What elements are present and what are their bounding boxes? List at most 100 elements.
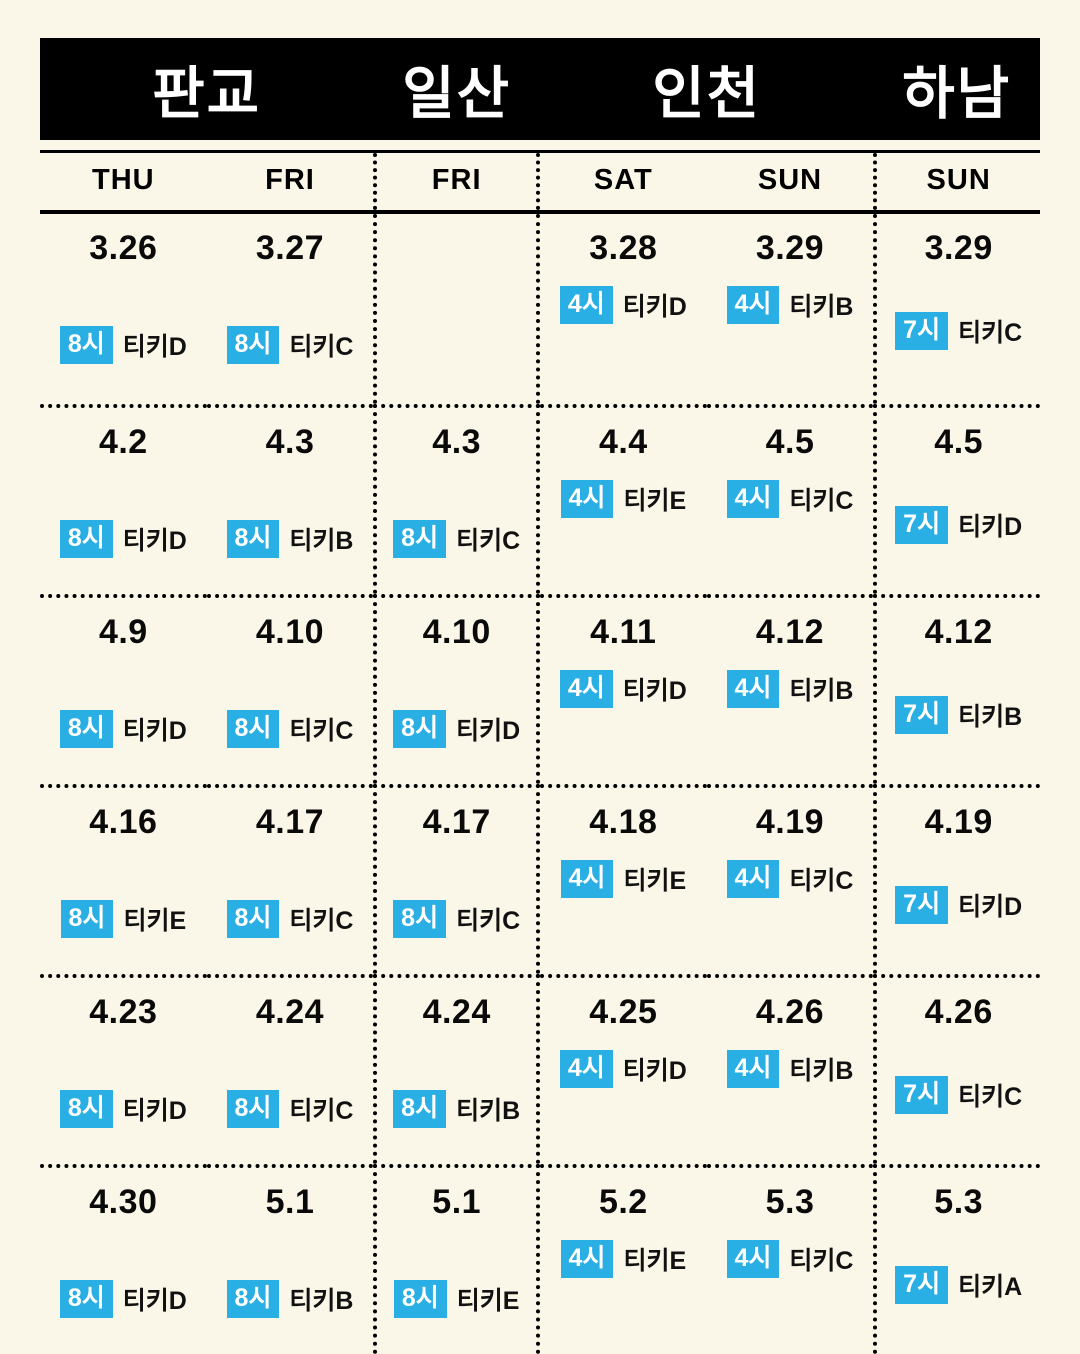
- date-label: 5.1: [265, 1183, 315, 1221]
- showtime: 8시 티키B: [207, 1280, 374, 1318]
- showtime: 4시 티키C: [707, 860, 874, 898]
- date-label: 4.30: [89, 1183, 158, 1221]
- ticket-label: 티키C: [289, 333, 354, 361]
- showtime: 4시 티키D: [540, 1050, 707, 1088]
- time-badge: 8시: [393, 520, 447, 558]
- time-badge: 8시: [226, 326, 280, 364]
- time-badge: 8시: [59, 520, 113, 558]
- schedule-cell: 4.19 7시 티키D: [873, 784, 1040, 974]
- showtime: 8시 티키D: [377, 710, 536, 748]
- ticket-label: 티키B: [456, 1097, 521, 1125]
- schedule-cell: 4.19 4시 티키C: [706, 784, 874, 974]
- time-badge: 4시: [559, 1050, 613, 1088]
- ticket-label: 티키D: [456, 717, 521, 745]
- schedule-cell-empty: [373, 214, 540, 404]
- date-label: 4.17: [422, 803, 491, 841]
- ticket-label: 티키C: [456, 907, 521, 935]
- schedule-cell: 4.26 7시 티키C: [873, 974, 1040, 1164]
- date-label: 4.5: [765, 423, 815, 461]
- date-label: 3.26: [89, 229, 158, 267]
- schedule-cell: 4.5 7시 티키D: [873, 404, 1040, 594]
- schedule-table: 3.26 8시 티키D 3.27 8시 티키C 3.28 4시 티키D: [40, 214, 1040, 1354]
- date-label: 4.11: [590, 613, 657, 651]
- schedule-cell: 4.17 8시 티키C: [206, 784, 374, 974]
- time-badge: 4시: [559, 670, 613, 708]
- time-badge: 8시: [59, 326, 113, 364]
- schedule-cell: 5.3 4시 티키C: [706, 1164, 874, 1354]
- schedule-cell: 4.10 8시 티키C: [206, 594, 374, 784]
- ticket-label: 티키E: [623, 867, 687, 895]
- schedule-cell: 4.4 4시 티키E: [540, 404, 707, 594]
- date-label: 3.29: [924, 229, 993, 267]
- schedule-cell: 5.3 7시 티키A: [873, 1164, 1040, 1354]
- time-badge: 4시: [726, 860, 780, 898]
- schedule-cell: 4.12 4시 티키B: [706, 594, 874, 784]
- showtime: 8시 티키D: [40, 1280, 207, 1318]
- ticket-label: 티키C: [289, 1097, 354, 1125]
- time-badge: 4시: [726, 1240, 780, 1278]
- date-label: 5.3: [934, 1183, 984, 1221]
- time-badge: 4시: [560, 480, 614, 518]
- date-label: 4.19: [755, 803, 825, 841]
- day-label: SAT: [593, 164, 653, 196]
- schedule-cell: 3.29 7시 티키C: [873, 214, 1040, 404]
- date-label: 4.24: [255, 993, 325, 1031]
- ticket-label: 티키B: [958, 703, 1023, 731]
- day-label: FRI: [265, 164, 315, 196]
- showtime: 4시 티키B: [707, 286, 874, 324]
- date-label: 3.27: [255, 229, 325, 267]
- showtime: 4시 티키D: [540, 670, 707, 708]
- day-header-row: THU FRI FRI SAT SUN SUN: [40, 150, 1040, 214]
- schedule-cell: 5.1 8시 티키E: [373, 1164, 540, 1354]
- date-label: 5.1: [432, 1183, 482, 1221]
- ticket-label: 티키E: [623, 487, 687, 515]
- showtime: 8시 티키C: [377, 520, 536, 558]
- ticket-label: 티키D: [122, 1287, 187, 1315]
- schedule-cell: 4.30 8시 티키D: [40, 1164, 207, 1354]
- time-badge: 7시: [895, 1076, 949, 1114]
- ticket-label: 티키D: [122, 1097, 187, 1125]
- showtime: 4시 티키B: [707, 670, 874, 708]
- venue-title-pangyo: 판교: [152, 62, 262, 126]
- showtime: 8시 티키B: [377, 1090, 536, 1128]
- ticket-label: 티키B: [289, 527, 354, 555]
- time-badge: 8시: [393, 1090, 447, 1128]
- showtime: 4시 티키D: [540, 286, 707, 324]
- ticket-label: 티키C: [958, 319, 1023, 347]
- date-label: 4.19: [924, 803, 993, 841]
- time-badge: 8시: [59, 1280, 113, 1318]
- schedule-cell: 3.28 4시 티키D: [540, 214, 707, 404]
- ticket-label: 티키C: [958, 1083, 1023, 1111]
- venue-title-ilsan: 일산: [402, 62, 512, 126]
- date-label: 4.2: [98, 423, 148, 461]
- date-label: 4.12: [924, 613, 993, 651]
- schedule-cell: 4.12 7시 티키B: [873, 594, 1040, 784]
- ticket-label: 티키E: [623, 1247, 687, 1275]
- schedule-cell: 4.23 8시 티키D: [40, 974, 207, 1164]
- date-label: 4.25: [589, 993, 658, 1031]
- date-label: 4.10: [422, 613, 491, 651]
- ticket-label: 티키D: [622, 1057, 687, 1085]
- showtime: 8시 티키C: [207, 900, 374, 938]
- showtime: 8시 티키E: [377, 1280, 536, 1318]
- time-badge: 4시: [560, 860, 614, 898]
- ticket-label: 티키B: [289, 1287, 354, 1315]
- schedule-cell: 4.9 8시 티키D: [40, 594, 207, 784]
- date-label: 4.18: [589, 803, 658, 841]
- showtime: 8시 티키D: [40, 1090, 207, 1128]
- showtime: 7시 티키C: [877, 312, 1040, 350]
- ticket-label: 티키B: [789, 1057, 854, 1085]
- time-badge: 7시: [895, 886, 949, 924]
- date-label: 4.12: [755, 613, 825, 651]
- schedule-cell: 4.16 8시 티키E: [40, 784, 207, 974]
- showtime: 7시 티키B: [877, 696, 1040, 734]
- ticket-label: 티키D: [622, 677, 687, 705]
- showtime: 4시 티키C: [707, 480, 874, 518]
- date-label: 3.29: [755, 229, 825, 267]
- time-badge: 8시: [393, 900, 447, 938]
- showtime: 8시 티키C: [207, 710, 374, 748]
- ticket-label: 티키C: [456, 527, 521, 555]
- time-badge: 7시: [895, 1266, 949, 1304]
- day-label: SUN: [873, 153, 1040, 210]
- ticket-label: 티키B: [789, 677, 854, 705]
